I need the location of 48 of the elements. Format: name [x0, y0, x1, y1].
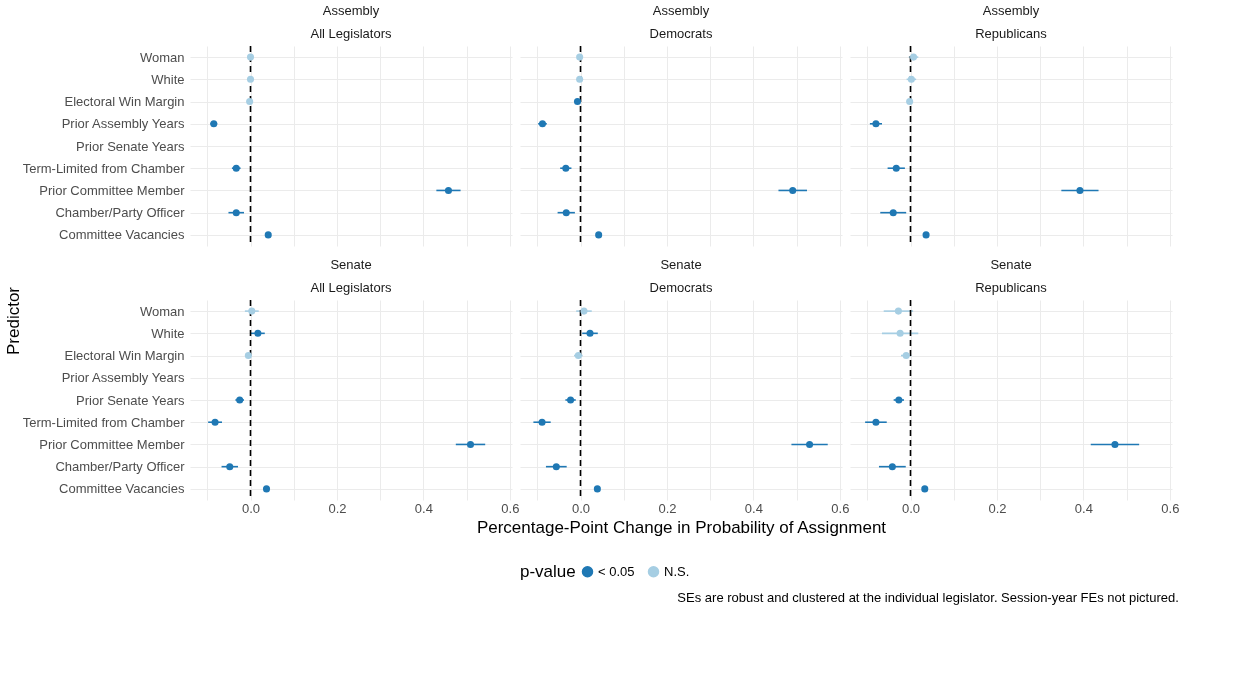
y-tick-label: Term-Limited from Chamber: [22, 160, 186, 176]
x-tick-label: 0.4: [744, 500, 763, 516]
x-tick-label: 0.6: [831, 500, 850, 516]
y-tick-label: White: [151, 325, 185, 341]
y-tick-label: Chamber/Party Officer: [55, 205, 186, 221]
x-tick-label: 0.0: [241, 500, 261, 516]
chart-title: Senate: [330, 257, 372, 273]
y-tick-label: Electoral Win Margin: [64, 94, 185, 110]
x-axis-title: Percentage-Point Change in Probability of Assignment: [476, 517, 887, 537]
x-tick-label: 0.0: [901, 500, 921, 516]
chart-title: Assembly: [652, 3, 710, 19]
y-tick-label: Prior Senate Years: [76, 392, 185, 408]
y-tick-label: Prior Senate Years: [76, 138, 185, 154]
x-tick-label: 0.6: [501, 500, 520, 516]
x-tick-label: 0.2: [328, 500, 347, 516]
y-tick-label: Committee Vacancies: [59, 481, 185, 497]
y-tick-label: Committee Vacancies: [59, 227, 185, 243]
y-tick-label: Prior Committee Member: [39, 436, 186, 452]
x-tick-label: 0.2: [658, 500, 677, 516]
chart-title: Senate: [990, 257, 1032, 273]
y-tick-label: Term-Limited from Chamber: [22, 414, 186, 430]
chart-subtitle: Republicans: [975, 26, 1048, 42]
chart-subtitle: Democrats: [649, 280, 713, 296]
chart-title: Assembly: [982, 3, 1040, 19]
x-tick-label: 0.4: [414, 500, 433, 516]
y-tick-label: Woman: [139, 49, 185, 65]
y-tick-label: Chamber/Party Officer: [55, 459, 186, 475]
legend-label: N.S.: [664, 563, 690, 579]
y-tick-label: Electoral Win Margin: [64, 348, 185, 364]
x-tick-label: 0.2: [988, 500, 1007, 516]
text: SEs are robust and clustered at the individual legislator. Session-year FEs not pictured.: [677, 590, 1179, 605]
y-tick-label: Prior Committee Member: [39, 182, 186, 198]
chart-title: Senate: [660, 257, 702, 273]
y-tick-label: White: [151, 71, 185, 87]
chart-subtitle: Democrats: [649, 26, 713, 42]
x-tick-label: 0.0: [571, 500, 591, 516]
chart-subtitle: All Legislators: [310, 26, 392, 42]
x-tick-label: 0.6: [1161, 500, 1180, 516]
legend-title: p-value: [520, 562, 576, 581]
y-tick-label: Woman: [139, 303, 185, 319]
chart-subtitle: All Legislators: [310, 280, 392, 296]
legend-label: < 0.05: [598, 563, 635, 579]
x-tick-label: 0.4: [1074, 500, 1093, 516]
chart-subtitle: Republicans: [975, 280, 1048, 296]
y-axis-title: Predictor: [4, 286, 23, 356]
y-tick-label: Prior Assembly Years: [61, 116, 185, 132]
y-tick-label: Prior Assembly Years: [61, 370, 185, 386]
chart-title: Assembly: [322, 3, 380, 19]
